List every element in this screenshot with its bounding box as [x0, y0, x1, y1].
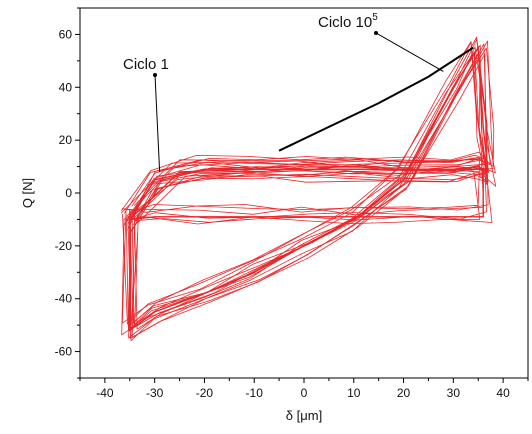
loop-trace	[125, 46, 487, 331]
y-tick-label: -60	[55, 345, 73, 359]
x-tick-label: 10	[347, 386, 361, 400]
loop-trace	[127, 44, 487, 329]
y-tick-label: -40	[55, 292, 73, 306]
loop-trace	[127, 51, 488, 342]
loop-trace	[133, 157, 489, 211]
loop-trace	[131, 40, 494, 326]
loop-main-trace	[129, 168, 484, 221]
loop-trace	[131, 57, 489, 338]
annotations: Ciclo 1 Ciclo 105	[123, 12, 444, 172]
loop-trace	[133, 47, 495, 328]
x-tick-label: -40	[96, 386, 114, 400]
tick-labels: -40 -30 -20 -10 0 10 20 30 40 -60 -40 -20 0 20 40 60	[55, 27, 510, 400]
loop-trace	[120, 156, 481, 214]
x-tick-label: 0	[301, 386, 308, 400]
y-axis-label: Q [N]	[20, 178, 35, 208]
annotation-label: Ciclo 1	[123, 56, 169, 73]
x-axis-label: δ [μm]	[286, 408, 322, 423]
x-tick-label: 20	[397, 386, 411, 400]
annotation-leader	[375, 32, 444, 72]
annotation-superscript: 5	[372, 12, 378, 23]
annotation-leader	[154, 74, 161, 172]
loop-trace	[129, 53, 497, 339]
x-tick-label: 40	[496, 386, 510, 400]
loop-trace	[123, 168, 481, 225]
y-tick-label: -20	[55, 239, 73, 253]
y-tick-label: 20	[59, 133, 73, 147]
loop-trace	[127, 39, 488, 328]
x-tick-label: -20	[196, 386, 214, 400]
loop-trace	[134, 43, 496, 330]
y-tick-label: 60	[59, 27, 73, 41]
x-tick-label: -10	[246, 386, 264, 400]
annotation-leader-dot	[153, 73, 157, 77]
x-tick-label: -30	[146, 386, 164, 400]
highlight-trace	[278, 46, 474, 152]
x-tick-label: 30	[447, 386, 461, 400]
loop-main-trace	[129, 45, 490, 332]
annotation-leader-dot	[374, 31, 378, 35]
annotation-label: Ciclo 105	[318, 12, 378, 31]
y-tick-label: 40	[59, 80, 73, 94]
loop-trace	[128, 52, 488, 339]
loop-trace	[134, 166, 493, 224]
loop-trace	[129, 36, 491, 324]
y-tick-label: 0	[65, 186, 72, 200]
tick-marks	[75, 7, 529, 383]
hysteresis-loops	[120, 36, 497, 342]
loop-trace	[120, 41, 486, 325]
loop-trace	[121, 51, 487, 336]
